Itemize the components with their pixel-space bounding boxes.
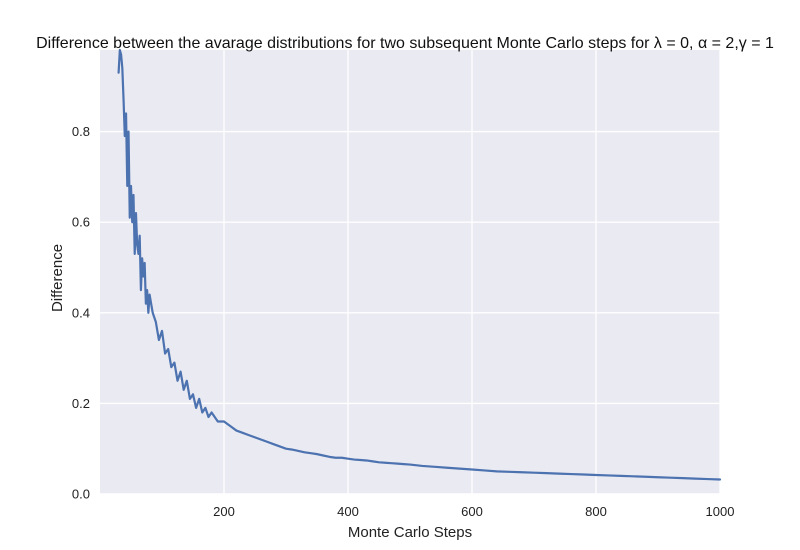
x-tick-label: 600: [461, 504, 483, 519]
y-tick-label: 0.4: [72, 305, 90, 320]
x-gridlines: [223, 50, 721, 494]
x-axis-label: Monte Carlo Steps: [348, 524, 472, 541]
x-tick-label: 200: [213, 504, 235, 519]
x-tick-label: 800: [585, 504, 607, 519]
y-tick-label: 0.6: [72, 215, 90, 230]
x-tick-labels: 200 400 600 800 1000: [213, 504, 734, 519]
y-gridlines: [100, 130, 720, 495]
y-tick-label: 0.0: [72, 487, 90, 502]
plot-area: [100, 50, 720, 494]
y-axis-label: Difference: [49, 244, 66, 312]
y-tick-labels: 0.0 0.2 0.4 0.6 0.8: [72, 124, 90, 501]
y-tick-label: 0.8: [72, 124, 90, 139]
x-tick-label: 1000: [706, 504, 735, 519]
y-tick-label: 0.2: [72, 396, 90, 411]
chart-title: Difference between the avarage distribut…: [36, 35, 774, 52]
difference-series-line: [117, 48, 722, 481]
x-tick-label: 400: [337, 504, 359, 519]
